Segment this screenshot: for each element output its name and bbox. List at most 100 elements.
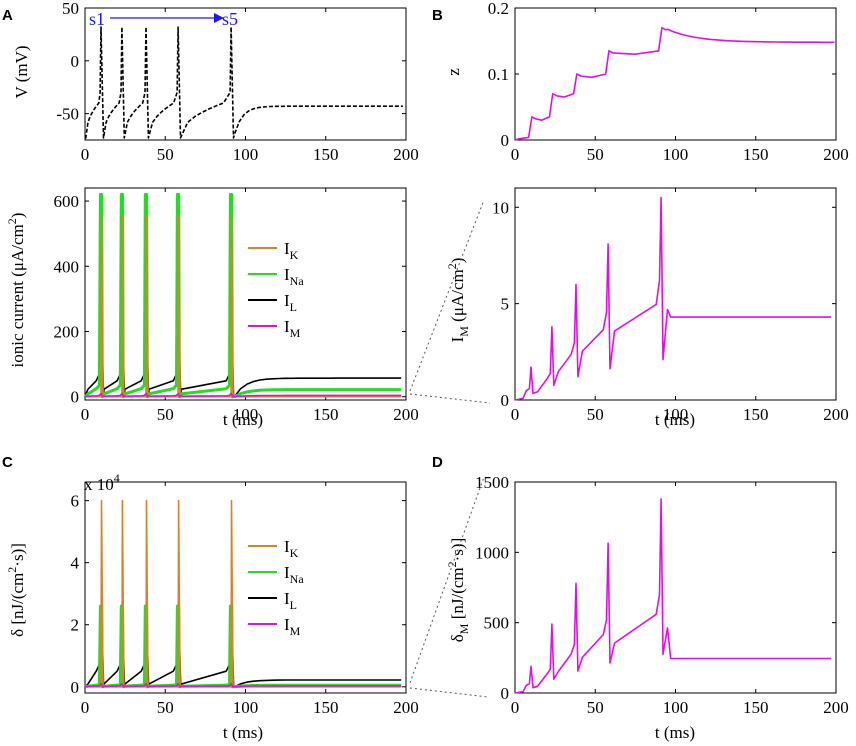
x-tick-label: 100 <box>233 698 259 717</box>
plot-frame <box>84 7 407 141</box>
y-tick-label: 400 <box>54 257 80 276</box>
y-tick-label: 6 <box>71 492 80 511</box>
im-energy-rate-x-label: t (ms) <box>655 723 695 742</box>
trace-im <box>84 682 402 688</box>
x-tick-label: 150 <box>743 145 769 164</box>
im-current-ticks: 0 50 100 150 200 0 5 10 <box>492 187 849 424</box>
y-tick-label: 2 <box>71 616 80 635</box>
y-tick-label: 1500 <box>475 473 509 492</box>
x-tick-label: 0 <box>81 698 90 717</box>
spike-arrow-annotation: s1 s5 <box>89 9 238 29</box>
energy-rate-traces <box>84 499 402 689</box>
energy-rate-legend: IK INa IL IM <box>248 537 304 638</box>
x-tick-label: 50 <box>157 698 174 717</box>
trace-ik <box>85 499 402 688</box>
plot-frame <box>514 481 837 694</box>
y-tick-label: 0 <box>501 684 510 703</box>
energy-rate-plot: 0 50 100 150 200 0 2 4 6 t (ms) δ [nJ/(cm2·s)] x… <box>5 471 419 742</box>
im-energy-rate-ticks: 0 50 100 150 200 0 500 1000 1500 <box>475 473 849 717</box>
annotation-start-label: s1 <box>89 9 105 29</box>
legend-label-ik: IK <box>284 537 299 560</box>
x-tick-label: 100 <box>233 145 259 164</box>
energy-rate-y-label: δ [nJ/(cm2·s)] <box>5 543 27 637</box>
x-tick-label: 150 <box>313 698 339 717</box>
z-y-label: z <box>444 68 463 76</box>
x-tick-label: 50 <box>157 405 174 424</box>
x-tick-label: 150 <box>313 145 339 164</box>
plot-frame <box>84 187 407 401</box>
multiplier-label: x 104 <box>84 471 120 494</box>
y-tick-label: 0.2 <box>488 0 509 18</box>
x-tick-label: 150 <box>743 698 769 717</box>
x-tick-label: 150 <box>313 405 339 424</box>
legend-label-ina: INa <box>284 265 304 288</box>
y-tick-label: 10 <box>492 198 509 217</box>
voltage-ticks: 0 50 100 150 200 -50 0 50 <box>56 0 418 164</box>
plot-frame <box>514 7 837 141</box>
zoom-connector-lower-b <box>409 393 491 404</box>
trace-il <box>84 330 402 398</box>
panel-letter-a: A <box>2 7 13 24</box>
x-tick-label: 100 <box>663 698 689 717</box>
z-plot: 0 50 100 150 200 0 0.1 0.2 z <box>444 0 849 164</box>
panel-letter-b: B <box>432 7 443 24</box>
x-tick-label: 0 <box>511 405 520 424</box>
x-tick-label: 50 <box>157 145 174 164</box>
y-tick-label: 1000 <box>475 543 509 562</box>
x-tick-label: 200 <box>823 145 849 164</box>
im-current-x-label: t (ms) <box>655 410 695 429</box>
x-tick-label: 0 <box>81 145 90 164</box>
im-energy-rate-plot: 0 50 100 150 200 0 500 1000 1500 t (ms) δM [nJ/(… <box>445 473 849 742</box>
x-tick-label: 150 <box>743 405 769 424</box>
legend-label-il: IL <box>284 291 297 314</box>
annotation-arrow-head-icon <box>214 13 224 23</box>
im-current-plot: 0 50 100 150 200 0 5 10 t (ms) IM (μA/cm2) <box>445 187 849 429</box>
y-tick-label: 600 <box>54 192 80 211</box>
x-tick-label: 50 <box>587 698 604 717</box>
zoom-connector-lower-d <box>409 687 489 698</box>
x-tick-label: 100 <box>233 405 259 424</box>
plot-frame <box>514 187 837 401</box>
x-tick-label: 200 <box>823 405 849 424</box>
trace-ina <box>83 193 402 399</box>
x-tick-label: 200 <box>823 698 849 717</box>
magenta-trace-line <box>514 498 832 694</box>
energy-rate-x-label: t (ms) <box>223 723 263 742</box>
voltage-trace <box>85 26 403 139</box>
im-energy-rate-y-label: δM [nJ/(cm2·s)] <box>445 538 471 642</box>
voltage-trace-line <box>85 26 403 139</box>
y-tick-label: 200 <box>54 323 80 342</box>
y-tick-label: 500 <box>484 614 510 633</box>
legend-label-im: IM <box>284 615 301 638</box>
ionic-current-legend: IK INa IL IM <box>248 239 304 340</box>
y-tick-label: 5 <box>501 295 510 314</box>
x-tick-label: 200 <box>393 145 419 164</box>
im-current-y-label: IM (μA/cm2) <box>445 258 471 343</box>
voltage-plot: 0 50 100 150 200 -50 0 50 s1 s5 V (mV) <box>12 0 419 164</box>
legend-label-il: IL <box>284 589 297 612</box>
ionic-current-ticks: 0 50 100 150 200 0 200 400 600 <box>54 187 419 424</box>
panel-letter-c: C <box>2 454 13 471</box>
trace-ina <box>84 604 402 689</box>
ionic-current-x-label: t (ms) <box>223 410 263 429</box>
x-tick-label: 200 <box>393 698 419 717</box>
ionic-current-traces <box>83 193 402 399</box>
y-tick-label: 4 <box>71 554 80 573</box>
ionic-current-y-label: ionic current (μA/cm2) <box>5 213 27 368</box>
y-tick-label: 0 <box>501 131 510 150</box>
zoom-connector-upper-b <box>409 199 485 392</box>
panel-letter-d: D <box>432 454 443 471</box>
legend-label-ik: IK <box>284 239 299 262</box>
x-tick-label: 50 <box>587 145 604 164</box>
trace-il <box>84 622 402 688</box>
voltage-y-label: V (mV) <box>12 45 31 98</box>
im-energy-rate-trace <box>514 498 832 694</box>
x-tick-label: 100 <box>663 145 689 164</box>
y-tick-label: -50 <box>56 105 79 124</box>
y-tick-label: 0 <box>71 678 80 697</box>
legend-label-ina: INa <box>284 563 304 586</box>
x-tick-label: 0 <box>511 698 520 717</box>
zoom-connector-upper-d <box>409 476 485 684</box>
plot-frame <box>84 481 407 694</box>
